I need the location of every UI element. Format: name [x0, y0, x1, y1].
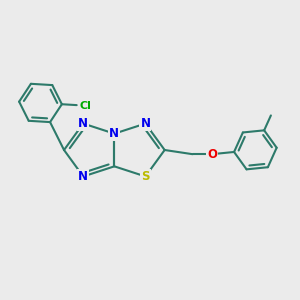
- Text: S: S: [141, 170, 150, 183]
- Text: N: N: [140, 117, 150, 130]
- Text: O: O: [207, 148, 217, 161]
- Text: N: N: [78, 117, 88, 130]
- Text: N: N: [109, 127, 119, 140]
- Text: Cl: Cl: [79, 100, 91, 111]
- Text: N: N: [78, 170, 88, 183]
